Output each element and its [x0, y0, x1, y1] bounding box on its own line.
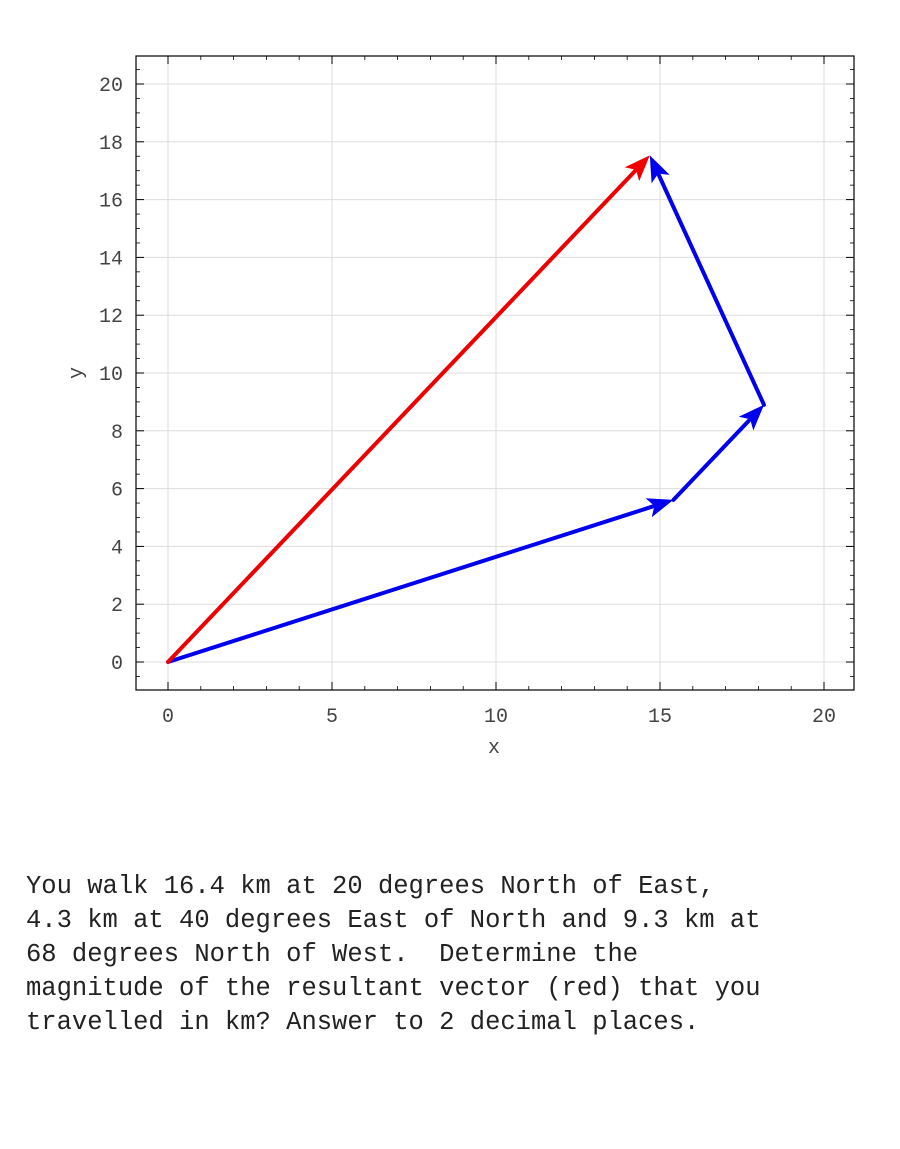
- vector-2-arrowhead: [738, 404, 764, 431]
- y-tick-label: 16: [99, 191, 123, 214]
- x-tick-label: 15: [648, 706, 672, 729]
- x-tick-label: 0: [162, 706, 174, 729]
- y-tick-label: 14: [99, 248, 123, 271]
- y-tick-label: 2: [111, 595, 123, 618]
- x-axis-title: x: [488, 737, 500, 760]
- vector-2-shaft: [671, 418, 751, 502]
- vector-4-arrowhead: [624, 155, 650, 182]
- y-tick-label: 4: [111, 537, 123, 560]
- tick-labels: 0 5 10 15 20 0 2 4 6 8 10 12 14 16 18 20: [99, 75, 836, 729]
- question-line: magnitude of the resultant vector (red) …: [26, 974, 761, 1003]
- vector-3-arrowhead: [649, 155, 670, 184]
- y-tick-label: 6: [111, 480, 123, 503]
- question-line: 4.3 km at 40 degrees East of North and 9…: [26, 906, 761, 935]
- y-tick-label: 8: [111, 422, 123, 445]
- y-axis-title: y: [66, 367, 89, 379]
- vector-1-shaft: [166, 504, 655, 664]
- y-tick-label: 12: [99, 306, 123, 329]
- vectors: [166, 155, 766, 664]
- x-tick-label: 5: [326, 706, 338, 729]
- y-tick-label: 0: [111, 653, 123, 676]
- vector-4-shaft: [166, 169, 637, 664]
- question-text: You walk 16.4 km at 20 degrees North of …: [26, 870, 886, 1040]
- x-tick-label: 10: [484, 706, 508, 729]
- y-tick-label: 10: [99, 364, 123, 387]
- vector-1-arrowhead: [645, 498, 674, 518]
- vector-chart: 0 5 10 15 20 0 2 4 6 8 10 12 14 16 18 20 x y: [66, 55, 855, 760]
- y-tick-label: 20: [99, 75, 123, 98]
- ticks: [136, 56, 854, 690]
- question-line: travelled in km? Answer to 2 decimal pla…: [26, 1008, 700, 1037]
- y-tick-label: 18: [99, 133, 123, 156]
- question-line: You walk 16.4 km at 20 degrees North of …: [26, 872, 715, 901]
- grid: [136, 56, 854, 690]
- vector-3-shaft: [656, 173, 766, 407]
- question-line: 68 degrees North of West. Determine the: [26, 940, 639, 969]
- x-tick-label: 20: [812, 706, 836, 729]
